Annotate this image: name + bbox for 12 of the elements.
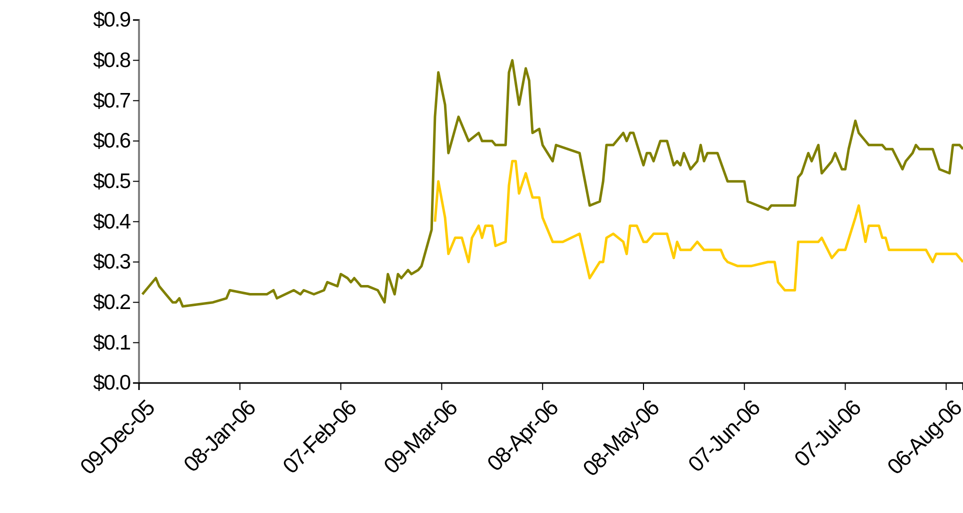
y-tick-label: $0.8 <box>93 49 130 72</box>
y-tick-label: $0.0 <box>93 372 130 395</box>
y-tick-label: $0.3 <box>93 250 130 274</box>
line-series <box>141 59 963 308</box>
y-tick-label: $0.9 <box>93 8 130 32</box>
y-tick-label: $0.1 <box>93 331 130 354</box>
y-tick-label: $0.7 <box>93 89 130 112</box>
y-tick-label: $0.6 <box>93 130 130 153</box>
y-tick-label: $0.5 <box>93 170 130 194</box>
line-series <box>434 160 963 292</box>
y-tick-label: $0.4 <box>93 210 132 234</box>
y-tick-label: $0.2 <box>93 291 130 314</box>
